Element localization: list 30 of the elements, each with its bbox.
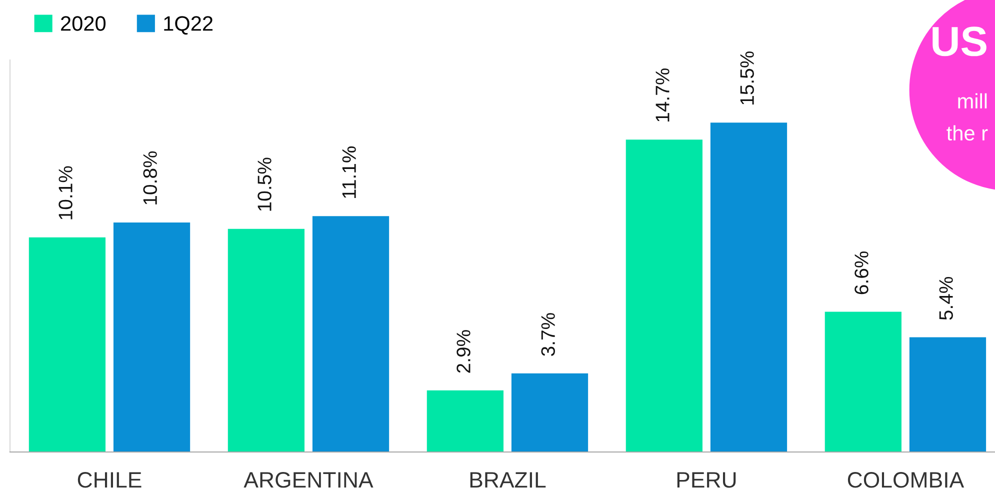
bar (626, 140, 702, 452)
data-label: 2.9% (456, 330, 470, 373)
x-tick-label: COLOMBIA (848, 472, 964, 488)
bar (511, 373, 588, 452)
bar (312, 216, 390, 452)
data-label: 3.7% (541, 313, 555, 356)
text: US (932, 26, 986, 56)
bar (710, 122, 788, 452)
data-label: 10.8% (143, 151, 157, 204)
x-tick-label: CHILE (78, 472, 142, 488)
legend-label: 2020 (61, 16, 106, 31)
data-label: 10.1% (58, 166, 72, 220)
data-label: 6.6% (854, 251, 868, 294)
data-label: 5.4% (939, 276, 953, 320)
x-tick-label: PERU (677, 472, 736, 488)
bar (28, 237, 106, 452)
annotation: the r (946, 125, 988, 141)
data-label: 11.1% (342, 146, 356, 198)
x-tick-label: ARGENTINA (244, 472, 374, 488)
data-label: 14.7% (656, 68, 670, 122)
data-label: 15.5% (740, 51, 754, 104)
bar (426, 390, 504, 452)
x-tick-label: BRAZIL (470, 472, 546, 488)
bar (909, 337, 986, 452)
legend-label: 1Q22 (164, 16, 213, 35)
bar (228, 228, 305, 452)
bar (113, 222, 190, 452)
text: mill (958, 93, 987, 108)
data-label: 10.5% (258, 158, 272, 211)
bar (824, 312, 902, 452)
